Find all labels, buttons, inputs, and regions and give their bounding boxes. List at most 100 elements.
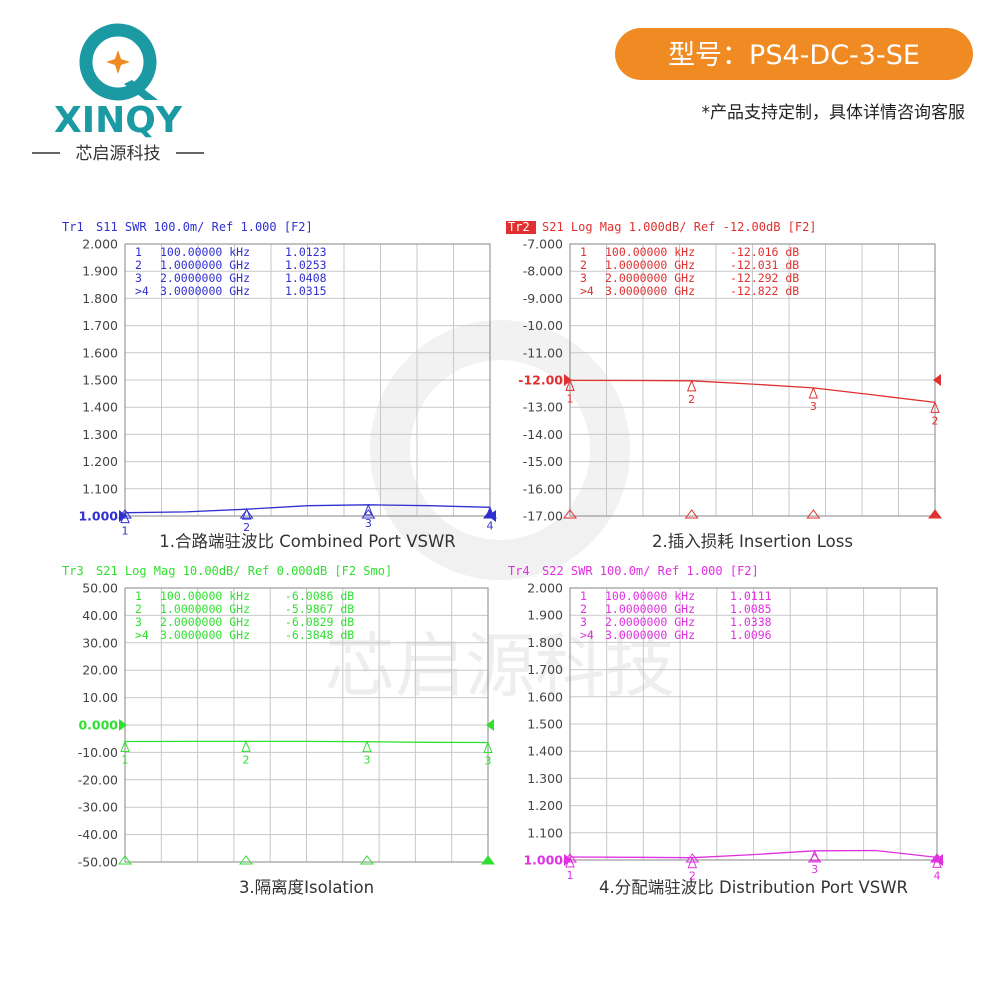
brand: XINQY [54,100,183,141]
marker-freq: 1.0000000 GHz [160,602,250,616]
marker-value: -12.822 dB [730,284,799,298]
chart: Tr1 S11 SWR 100.0m/ Ref 1.000 [F2] 2.000 1.… [62,220,497,551]
watermark: 芯启源科技 [325,320,675,707]
y-tick-label: 1.500 [82,373,118,388]
marker-point-label: 4 [487,519,494,532]
chart-caption: 3.隔离度Isolation [239,878,374,897]
y-tick-label: 50.00 [82,581,118,596]
chart: Tr2 S21 Log Mag 1.000dB/ Ref -12.00dB [F2… [506,220,942,551]
y-tick-label: -30.00 [78,800,118,815]
model-pill [615,28,973,80]
y-tick-label: 1.100 [82,481,118,496]
chart-title: S11 SWR 100.0m/ Ref 1.000 [F2] [96,220,313,234]
marker [363,503,374,516]
y-tick-label: 1.400 [82,400,118,415]
ref-arrow [486,719,494,731]
logo-ring [79,23,157,101]
marker-name: 2 [580,602,587,616]
axis-marker [563,509,578,519]
axis-marker [928,509,942,519]
y-tick-label: 2.000 [82,237,118,252]
axis-marker [481,855,495,865]
marker-value: -12.016 dB [730,245,799,259]
ref-arrow [119,719,127,731]
axis-marker [118,509,133,519]
marker-value: 1.0338 [730,615,772,629]
marker-name: 1 [135,245,142,259]
axis-marker [361,509,376,519]
y-tick-label: 1.700 [527,662,563,677]
ref-arrow [564,854,572,866]
marker-value: 1.0253 [285,258,327,272]
marker-name: 3 [135,615,142,629]
marker-value: -6.0829 dB [285,615,354,629]
marker-freq: 1.0000000 GHz [605,258,695,272]
y-tick-label: -16.00 [523,481,563,496]
y-tick-label: 2.000 [527,581,563,596]
marker-point-label: 2 [689,870,696,883]
marker-point-label: 2 [243,753,250,766]
y-tick-label: 1.300 [82,427,118,442]
marker-point-label: 2 [688,393,695,406]
marker-name: 2 [135,602,142,616]
y-tick-label: 1.600 [82,345,118,360]
trace [124,504,491,514]
y-tick-label: 1.000 [523,853,563,868]
marker-name: >4 [135,628,149,642]
marker-name: 3 [580,271,587,285]
y-tick-label: -20.00 [78,772,118,787]
marker-point-label: 1 [567,869,574,882]
marker-point-label: 3 [811,863,818,876]
marker-name: 1 [580,245,587,259]
axis-marker [483,509,497,519]
marker-freq: 1.0000000 GHz [605,602,695,616]
plot-frame [569,587,938,861]
logo-star [106,50,130,74]
plot-frame [124,243,491,517]
y-tick-label: -13.00 [523,400,563,415]
marker-name: >4 [580,284,594,298]
y-tick-label: -14.00 [523,427,563,442]
y-tick-label: -10.00 [78,745,118,760]
marker-freq: 100.00000 kHz [160,589,250,603]
y-tick-label: 1.900 [527,608,563,623]
marker-point-label: 3 [485,754,492,767]
y-tick-label: -40.00 [78,827,118,842]
marker-value: 1.0111 [730,589,772,603]
marker-value: -6.0086 dB [285,589,354,603]
marker-freq: 3.0000000 GHz [605,284,695,298]
y-tick-label: -8.000 [523,264,563,279]
axis-marker [684,509,699,519]
marker-point-label: 3 [365,517,372,530]
y-tick-label: 1.500 [527,717,563,732]
marker [686,379,697,392]
axis-marker [807,853,822,863]
marker-value: -6.3848 dB [285,628,354,642]
ref-arrow [119,510,127,522]
marker-freq: 2.0000000 GHz [605,615,695,629]
marker-name: 2 [580,258,587,272]
chart-title: S21 Log Mag 1.000dB/ Ref -12.00dB [F2] [542,220,817,234]
marker-name: 3 [580,615,587,629]
y-tick-label: -11.00 [523,345,563,360]
chart-title: S21 Log Mag 10.00dB/ Ref 0.000dB [F2 Smo… [96,564,392,578]
marker [483,741,493,753]
trace [569,379,936,404]
marker-name: 1 [135,589,142,603]
marker-point-label: 3 [364,754,371,767]
y-tick-label: 30.00 [82,635,118,650]
y-tick-label: 1.800 [82,291,118,306]
marker [930,401,940,413]
y-tick-label: -12.00 [518,373,563,388]
marker-name: >4 [580,628,594,642]
y-tick-label: 0.000 [78,718,118,733]
marker-freq: 3.0000000 GHz [160,628,250,642]
marker-name: 3 [135,271,142,285]
y-tick-label: -17.00 [523,509,563,524]
axis-marker [806,509,821,519]
marker [687,856,698,869]
marker-point-label: 2 [243,521,250,534]
y-tick-label: 1.900 [82,264,118,279]
marker-value: 1.0123 [285,245,327,259]
logo: XINQY 芯启源科技 [32,23,204,164]
